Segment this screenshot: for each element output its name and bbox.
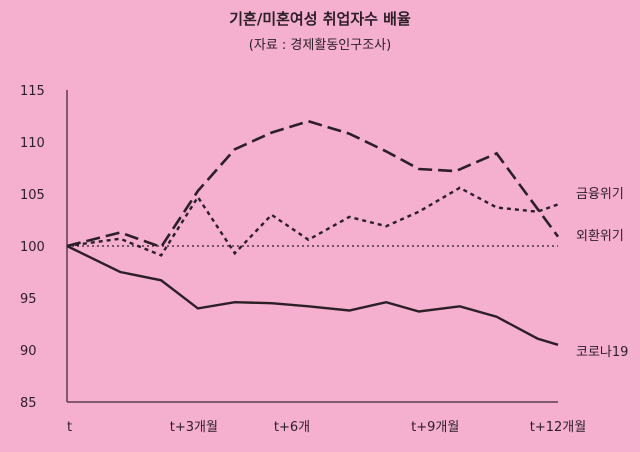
y-tick-label: 100 <box>20 240 45 255</box>
y-tick-label: 90 <box>20 344 37 359</box>
chart-title: 기혼/미혼여성 취업자수 배율 <box>229 10 411 28</box>
series-label: 외환위기 <box>576 229 624 244</box>
series-line-2 <box>66 244 559 346</box>
y-tick-label: 110 <box>20 136 45 151</box>
x-tick-label: t+9개월 <box>411 420 459 435</box>
x-tick-label: t <box>67 420 72 435</box>
y-tick-label: 115 <box>20 84 45 99</box>
chart-subtitle: (자료 : 경제활동인구조사) <box>248 38 392 53</box>
series-label: 코로나19 <box>576 345 628 360</box>
x-tick-label: t+12개월 <box>530 420 586 435</box>
series-line-0 <box>66 119 560 249</box>
series-label: 금융위기 <box>576 187 624 202</box>
series-line-1 <box>66 186 559 257</box>
y-tick-label: 95 <box>20 292 37 307</box>
x-tick-label: t+3개월 <box>170 420 218 435</box>
y-tick-label: 85 <box>20 396 37 411</box>
x-tick-label: t+6개 <box>274 420 310 435</box>
y-tick-label: 105 <box>20 188 45 203</box>
